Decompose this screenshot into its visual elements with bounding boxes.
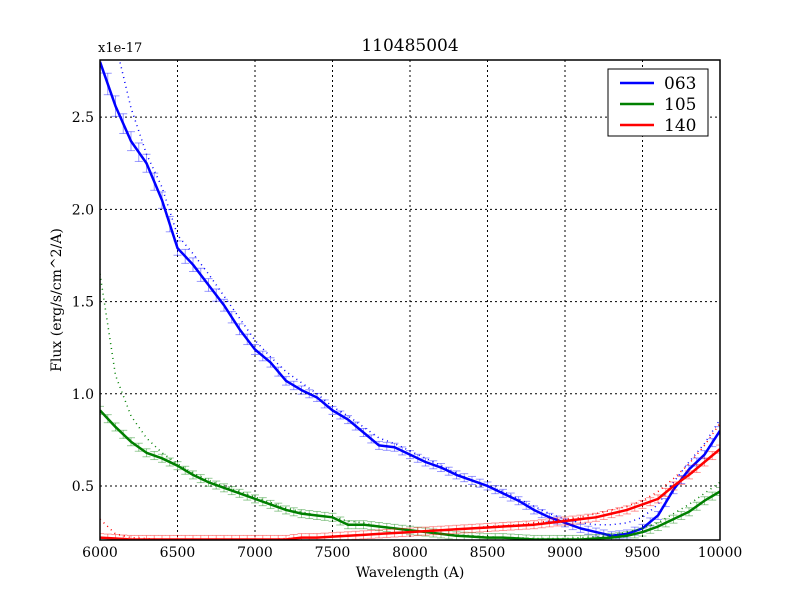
x-tick-label: 7500	[315, 545, 351, 561]
series-line-105	[100, 409, 720, 540]
y-tick-label: 2.0	[72, 202, 94, 218]
axes-frame	[99, 59, 721, 541]
model-line-063	[118, 60, 720, 526]
legend-label-105: 105	[664, 95, 696, 115]
series-line-063	[100, 61, 720, 538]
y-tick-label: 0.5	[72, 479, 94, 495]
x-tick-label: 6000	[82, 545, 118, 561]
chart-title: 110485004	[361, 36, 458, 56]
x-tick-label: 8500	[470, 545, 506, 561]
y-tick-label: 1.5	[72, 295, 94, 311]
legend-label-063: 063	[664, 74, 696, 94]
plot-area	[100, 60, 720, 540]
y-tick-label: 2.5	[72, 110, 94, 126]
x-tick-label: 10000	[698, 545, 743, 561]
y-axis-label: Flux (erg/s/cm^2/A)	[49, 228, 65, 372]
y-offset-label: x1e-17	[98, 41, 142, 56]
x-tick-label: 8000	[392, 545, 428, 561]
x-tick-label: 9500	[625, 545, 661, 561]
x-tick-label: 6500	[160, 545, 196, 561]
y-tick-label: 1.0	[72, 387, 94, 403]
legend-label-140: 140	[664, 116, 696, 136]
x-tick-label: 7000	[237, 545, 273, 561]
x-axis-label: Wavelength (A)	[356, 565, 465, 581]
x-axis-ticks: 6000 6500 7000 7500 8000 8500 9000 9500 10000	[82, 545, 742, 561]
x-tick-label: 9000	[547, 545, 583, 561]
y-axis-ticks: 0.5 1.0 1.5 2.0 2.5	[72, 110, 94, 495]
